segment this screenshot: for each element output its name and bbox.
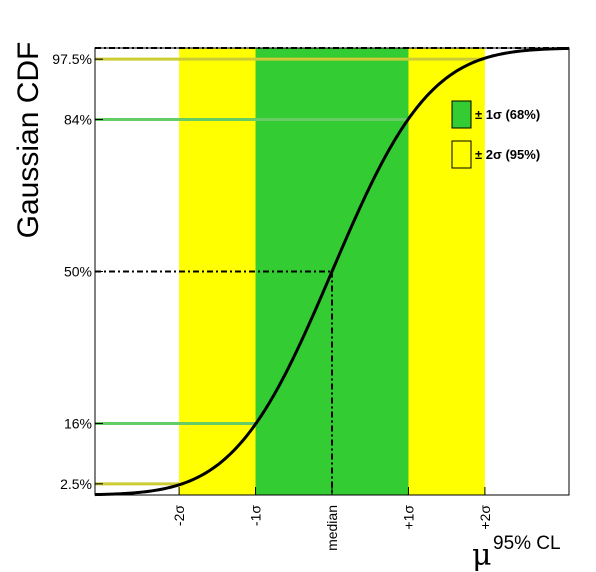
legend-swatch-0 (451, 100, 472, 129)
cdf-curve (94, 46, 570, 497)
y-tick-label-2: 50% (64, 264, 92, 280)
y-axis-label: Gaussian CDF (12, 42, 45, 239)
y-tick-label-0: 2.5% (60, 476, 92, 492)
x-tick-label-4: +2σ (477, 505, 493, 530)
x-axis-label-symbol: μ (472, 538, 492, 572)
x-tick-label-2: median (324, 505, 340, 551)
legend: ± 1σ (68%) ± 2σ (95%) (451, 100, 540, 169)
x-tick-label-0: -2σ (171, 505, 187, 526)
y-tick-label-3: 84% (64, 112, 92, 128)
y-tick-label-1: 16% (64, 415, 92, 431)
x-tick-label-1: -1σ (248, 505, 264, 526)
legend-swatch-1 (451, 140, 472, 169)
x-axis-label-superscript: 95% CL (493, 533, 561, 554)
x-tick-label-3: +1σ (400, 505, 416, 530)
legend-label-1: ± 2σ (95%) (475, 147, 540, 162)
ticks-layer: 2.5% 16% 50% 84% 97.5% -2σ -1σ median +1σ +2σ (52, 51, 493, 551)
curve-layer (94, 46, 570, 497)
legend-label-0: ± 1σ (68%) (475, 107, 540, 122)
reference-lines-layer (95, 47, 569, 495)
y-tick-label-4: 97.5% (52, 51, 92, 67)
